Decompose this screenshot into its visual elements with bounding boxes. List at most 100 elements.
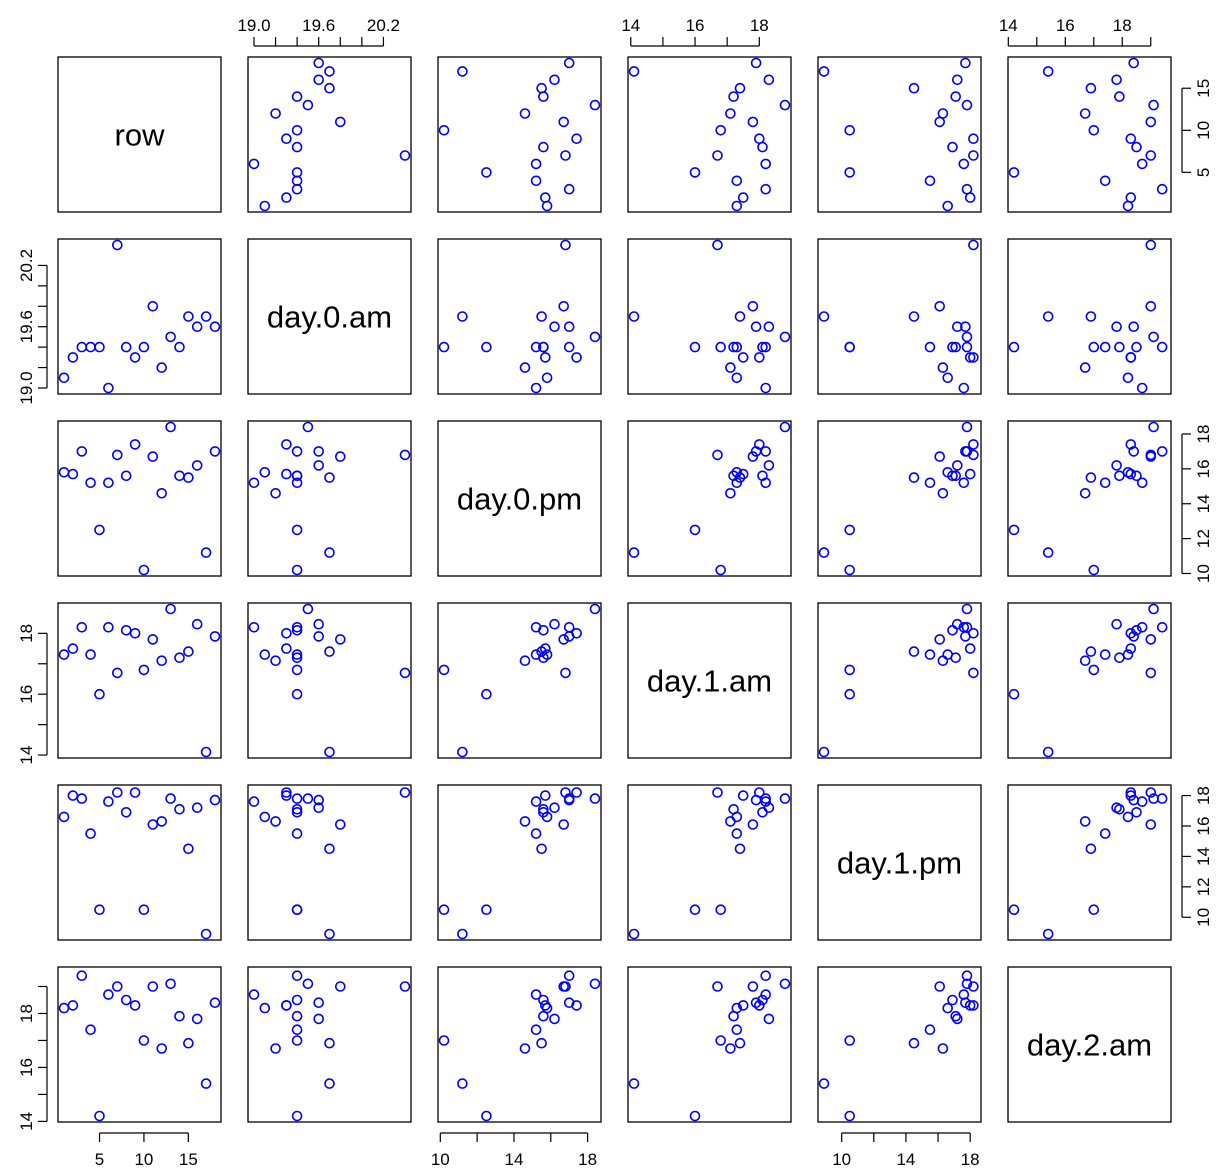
data-point xyxy=(76,970,88,982)
data-point xyxy=(1125,133,1137,144)
data-point xyxy=(324,1037,335,1049)
data-point xyxy=(942,372,954,384)
data-point xyxy=(731,341,743,353)
tick-label: 18 xyxy=(1113,16,1132,35)
data-point xyxy=(563,794,575,806)
data-point xyxy=(1079,362,1091,373)
data-point xyxy=(324,746,335,758)
data-point xyxy=(138,564,150,576)
data-point xyxy=(1111,802,1122,814)
data-point xyxy=(103,477,114,489)
tick-label: 18 xyxy=(961,1150,980,1169)
data-point xyxy=(563,970,575,982)
data-point xyxy=(156,362,167,373)
data-point xyxy=(302,978,314,990)
data-point xyxy=(589,603,601,615)
data-point xyxy=(757,470,768,482)
data-point xyxy=(1145,239,1157,251)
data-point xyxy=(538,806,549,818)
data-point xyxy=(165,978,176,990)
data-point xyxy=(1088,341,1100,353)
data-point xyxy=(1079,816,1091,827)
panel-frame xyxy=(247,784,412,941)
data-point xyxy=(731,175,743,187)
data-point xyxy=(519,655,531,667)
data-point xyxy=(76,446,88,457)
data-point xyxy=(818,66,830,77)
data-point xyxy=(757,994,768,1006)
data-point xyxy=(1099,477,1111,489)
data-point xyxy=(1125,192,1137,203)
data-point xyxy=(1085,843,1097,855)
data-point xyxy=(628,66,640,77)
data-point xyxy=(438,1035,450,1046)
data-point xyxy=(270,816,281,827)
data-point xyxy=(549,74,560,86)
data-point xyxy=(844,1035,856,1046)
data-point xyxy=(324,66,335,77)
panel-frame xyxy=(627,56,792,213)
data-point xyxy=(165,421,176,433)
data-point xyxy=(937,362,949,373)
panel-day-1-am-vs-day-0-am xyxy=(247,602,412,759)
panel-frame xyxy=(817,56,982,213)
data-point xyxy=(560,150,571,161)
data-point xyxy=(313,74,325,86)
data-point xyxy=(1114,341,1125,353)
data-point xyxy=(200,928,212,940)
data-point xyxy=(908,82,920,94)
data-point xyxy=(147,300,159,312)
data-point xyxy=(1085,472,1097,483)
data-point xyxy=(291,1010,303,1022)
panel-frame xyxy=(437,420,602,577)
panel-day-1-pm-vs-day-1-am xyxy=(627,784,792,941)
data-point xyxy=(715,125,727,136)
panel-frame xyxy=(817,784,982,941)
data-point xyxy=(563,997,575,1009)
data-point xyxy=(728,803,739,815)
data-point xyxy=(302,793,314,804)
data-point xyxy=(961,341,973,353)
data-point xyxy=(165,331,176,343)
data-point xyxy=(1099,175,1111,187)
tick-label: 10 xyxy=(832,1150,851,1169)
data-point xyxy=(689,1110,701,1122)
data-point xyxy=(259,649,271,660)
data-point xyxy=(1136,796,1148,807)
data-point xyxy=(589,793,601,804)
data-point xyxy=(438,664,450,676)
data-point xyxy=(549,618,560,630)
data-point xyxy=(481,341,492,353)
data-point xyxy=(270,1043,281,1054)
data-point xyxy=(399,449,411,461)
panel-frame xyxy=(627,420,792,577)
data-point xyxy=(1148,421,1159,433)
data-point xyxy=(313,997,325,1009)
data-point xyxy=(536,82,547,94)
data-point xyxy=(961,978,973,990)
data-point xyxy=(628,1078,640,1089)
data-point xyxy=(737,468,749,480)
tick-label: 18 xyxy=(1194,425,1213,444)
tick-label: 14 xyxy=(17,746,36,765)
panel-frame xyxy=(437,238,602,395)
data-point xyxy=(481,904,492,916)
data-point xyxy=(530,175,542,187)
data-point xyxy=(950,652,962,664)
data-point xyxy=(530,158,542,170)
data-point xyxy=(1136,382,1148,394)
data-point xyxy=(291,1024,303,1035)
data-point xyxy=(281,192,292,203)
data-point xyxy=(960,57,971,69)
data-point xyxy=(753,1000,765,1011)
data-point xyxy=(67,352,79,363)
data-point xyxy=(58,372,70,384)
tick-label: 16 xyxy=(17,1058,36,1077)
data-point xyxy=(1156,183,1168,195)
data-point xyxy=(571,787,582,798)
diagonal-label-day-0-pm: day.0.pm xyxy=(457,482,582,517)
data-point xyxy=(120,624,132,636)
data-point xyxy=(589,331,601,343)
data-point xyxy=(538,341,549,353)
data-point xyxy=(747,451,759,462)
